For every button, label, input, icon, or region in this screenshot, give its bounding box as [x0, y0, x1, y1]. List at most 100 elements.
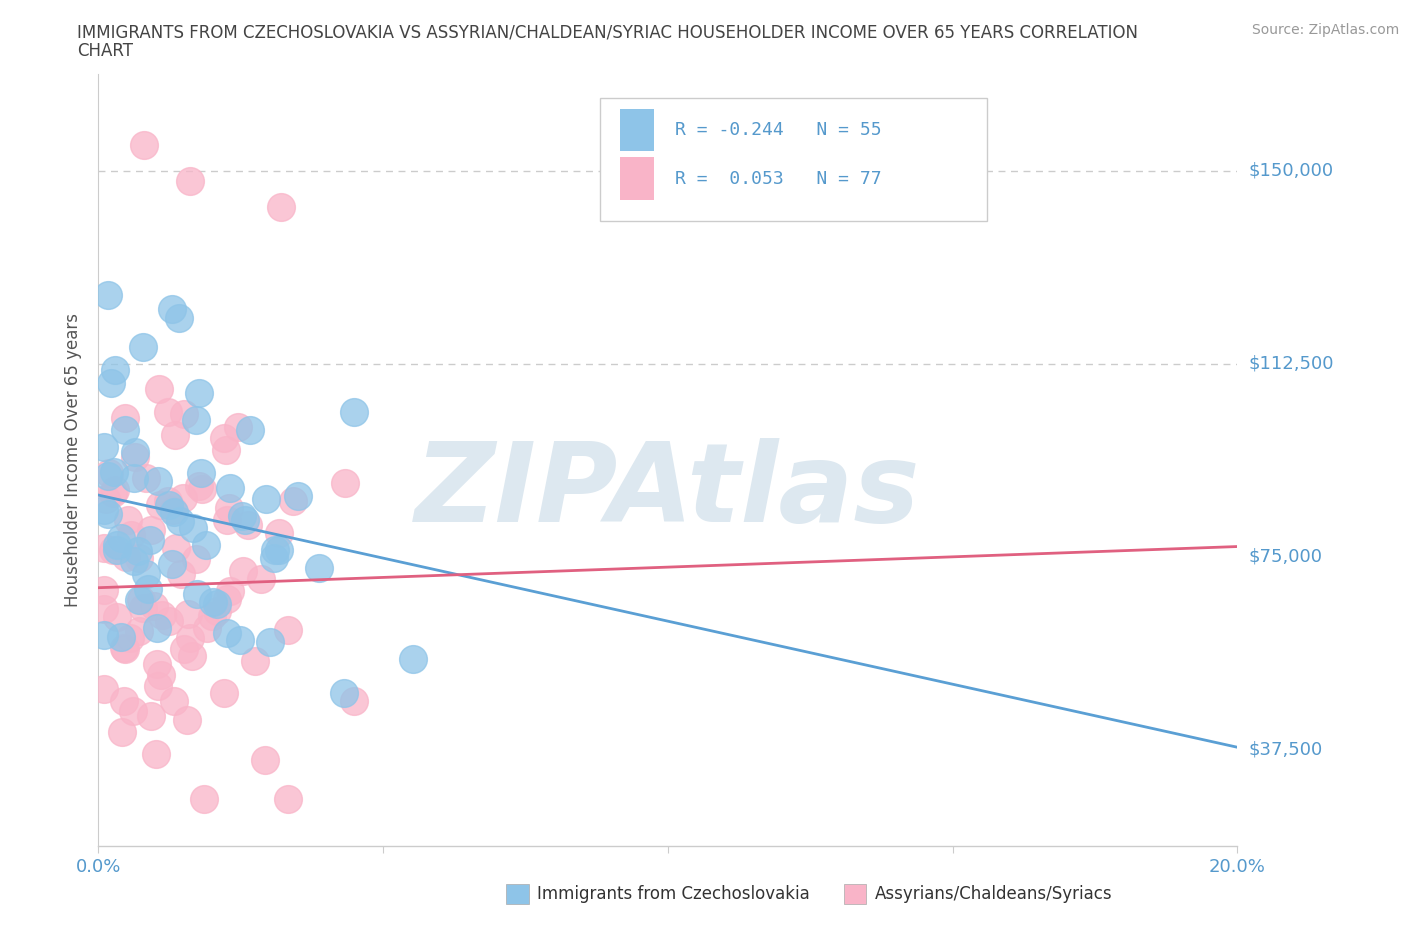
Text: R = -0.244   N = 55: R = -0.244 N = 55	[675, 121, 882, 139]
Point	[128, 623, 150, 638]
Point	[165, 540, 187, 555]
Point	[226, 419, 249, 434]
Point	[190, 466, 212, 481]
Point	[253, 753, 276, 768]
Point	[93, 602, 115, 617]
Point	[212, 686, 235, 701]
Point	[169, 513, 191, 528]
Point	[124, 445, 146, 459]
Point	[343, 694, 366, 709]
Point	[163, 505, 186, 520]
Point	[107, 542, 129, 557]
Point	[114, 411, 136, 426]
Point	[308, 561, 330, 576]
Text: $37,500: $37,500	[1249, 741, 1323, 759]
Point	[114, 642, 136, 657]
Point	[117, 512, 139, 527]
Point	[121, 704, 143, 719]
Point	[122, 471, 145, 485]
Point	[201, 609, 224, 624]
Text: $75,000: $75,000	[1249, 548, 1323, 565]
Point	[156, 405, 179, 419]
Point	[112, 641, 135, 656]
Point	[146, 679, 169, 694]
Point	[120, 631, 142, 645]
Point	[267, 525, 290, 540]
Point	[163, 694, 186, 709]
Point	[97, 287, 120, 302]
FancyBboxPatch shape	[599, 98, 987, 221]
Point	[131, 592, 153, 607]
Point	[139, 709, 162, 724]
Point	[160, 557, 183, 572]
Point	[277, 622, 299, 637]
Point	[217, 591, 239, 606]
Point	[98, 466, 121, 481]
Point	[141, 523, 163, 538]
Point	[193, 791, 215, 806]
Point	[149, 498, 172, 512]
Point	[180, 648, 202, 663]
Point	[132, 601, 155, 616]
Point	[120, 527, 142, 542]
FancyBboxPatch shape	[620, 157, 654, 200]
Point	[93, 440, 115, 455]
Point	[132, 339, 155, 354]
Point	[152, 608, 174, 623]
Point	[128, 592, 150, 607]
Point	[105, 609, 128, 624]
Text: $150,000: $150,000	[1249, 162, 1333, 179]
Point	[103, 464, 125, 479]
Point	[167, 311, 190, 325]
Point	[135, 471, 157, 485]
Point	[343, 405, 366, 419]
Point	[195, 620, 218, 635]
Point	[146, 657, 169, 671]
Point	[124, 553, 146, 568]
Point	[179, 631, 201, 645]
Point	[231, 509, 253, 524]
Point	[218, 500, 240, 515]
Point	[233, 512, 256, 527]
Text: $112,500: $112,500	[1249, 355, 1334, 373]
Point	[191, 482, 214, 497]
Point	[138, 533, 160, 548]
Point	[148, 382, 170, 397]
Point	[127, 543, 149, 558]
Point	[101, 542, 124, 557]
Point	[145, 747, 167, 762]
Point	[283, 494, 305, 509]
Point	[243, 654, 266, 669]
Point	[215, 443, 238, 458]
Point	[157, 494, 180, 509]
Point	[187, 478, 209, 493]
Point	[249, 572, 271, 587]
Point	[136, 582, 159, 597]
Point	[263, 551, 285, 565]
Point	[207, 604, 229, 618]
Point	[93, 502, 115, 517]
Point	[186, 586, 208, 601]
Point	[335, 475, 357, 490]
Point	[93, 583, 115, 598]
Text: Immigrants from Czechoslovakia: Immigrants from Czechoslovakia	[537, 884, 810, 903]
Point	[110, 531, 132, 546]
Point	[112, 694, 135, 709]
Point	[239, 422, 262, 437]
Point	[259, 634, 281, 649]
Point	[114, 422, 136, 437]
Point	[215, 512, 238, 527]
Point	[124, 449, 146, 464]
Point	[179, 174, 201, 189]
Point	[114, 550, 136, 565]
Point	[104, 483, 127, 498]
Point	[97, 507, 120, 522]
Point	[111, 724, 134, 739]
Point	[181, 521, 204, 536]
Point	[100, 375, 122, 390]
Point	[148, 474, 170, 489]
Point	[94, 492, 117, 507]
Text: R =  0.053   N = 77: R = 0.053 N = 77	[675, 169, 882, 188]
Point	[135, 566, 157, 581]
Point	[263, 542, 285, 557]
